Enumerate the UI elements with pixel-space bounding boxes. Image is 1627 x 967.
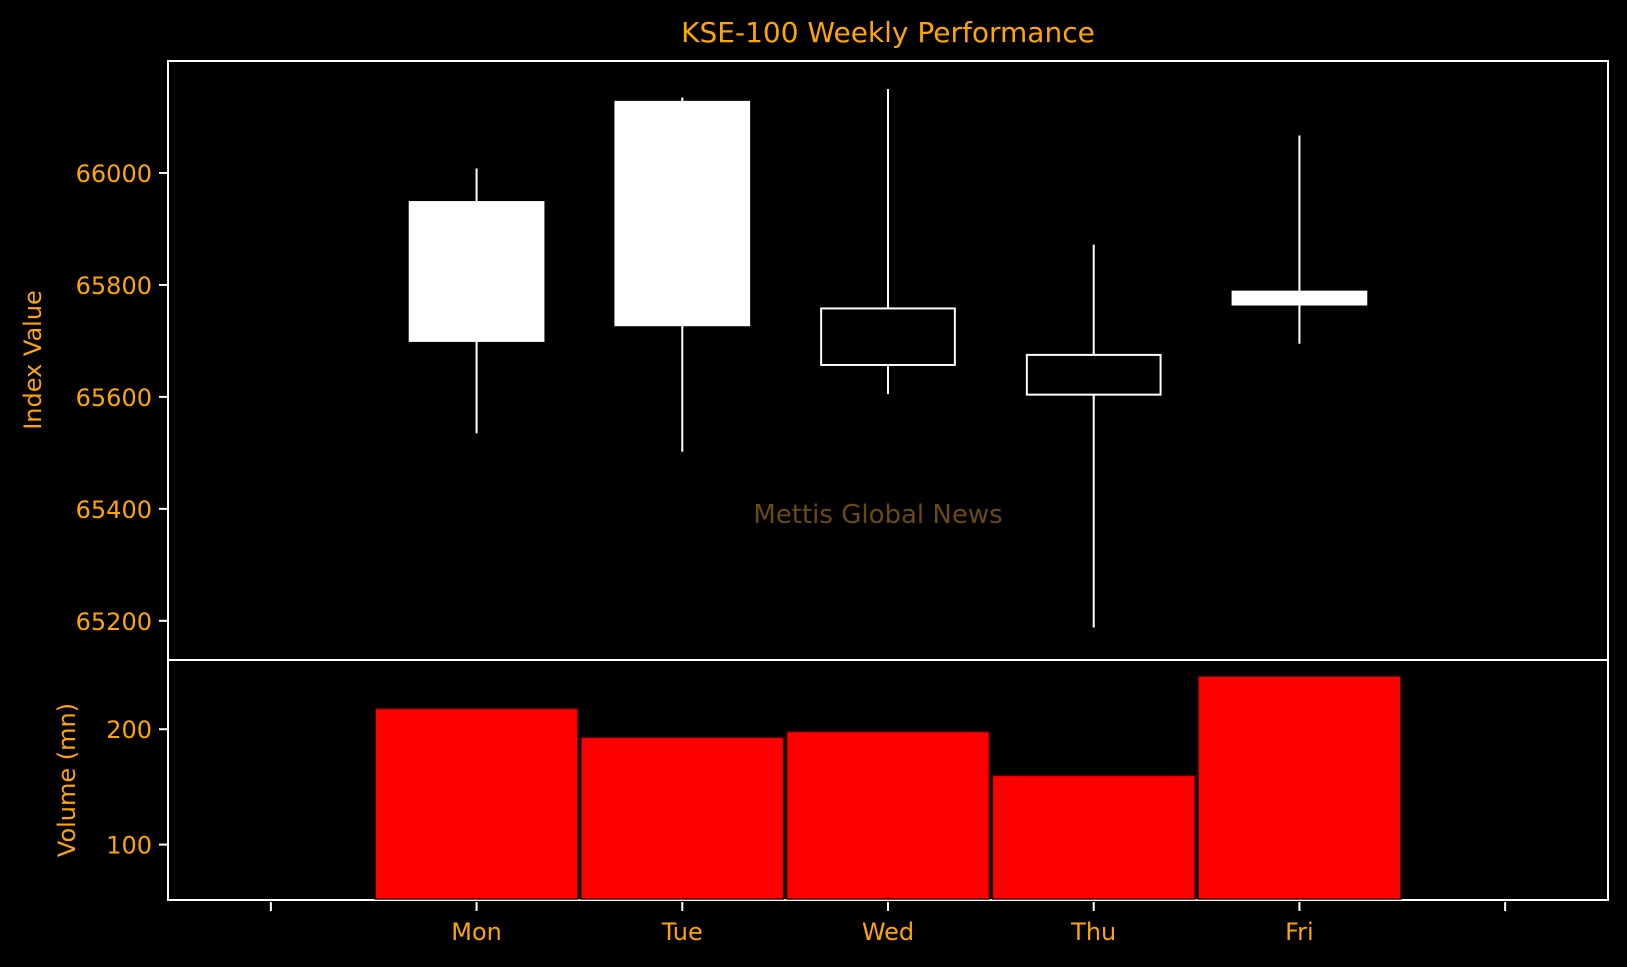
volume-panel: 100 200 Volume (mn) bbox=[53, 659, 1609, 901]
volume-bar bbox=[374, 707, 579, 900]
volume-y-tick-label: 200 bbox=[106, 716, 152, 744]
chart-title: KSE-100 Weekly Performance bbox=[681, 16, 1095, 49]
price-y-tick-label: 65800 bbox=[76, 272, 152, 300]
candle-body bbox=[408, 201, 545, 342]
price-y-ticks: 65200 65400 65600 65800 66000 bbox=[76, 160, 168, 636]
x-tick-label: Wed bbox=[862, 918, 914, 946]
candle bbox=[614, 97, 751, 452]
x-tick-label: Tue bbox=[661, 918, 703, 946]
volume-y-ticks: 100 200 bbox=[106, 716, 168, 860]
price-panel: Mettis Global News 652006540065600658006… bbox=[19, 60, 1609, 661]
volume-y-tick-label: 100 bbox=[106, 832, 152, 860]
price-y-tick-label: 65400 bbox=[76, 496, 152, 524]
watermark: Mettis Global News bbox=[753, 500, 1002, 530]
x-tick-label: Mon bbox=[451, 918, 502, 946]
price-y-tick-label: 66000 bbox=[76, 160, 152, 188]
candle-body bbox=[1231, 290, 1368, 306]
price-y-axis-label: Index Value bbox=[19, 290, 47, 430]
volume-bar bbox=[991, 774, 1196, 900]
volume-bar bbox=[785, 730, 991, 900]
price-y-tick-label: 65200 bbox=[76, 608, 152, 636]
volume-bar bbox=[1197, 675, 1402, 900]
volume-bar bbox=[580, 736, 785, 900]
candle bbox=[820, 88, 956, 395]
candle bbox=[1231, 135, 1368, 344]
volume-y-axis-label: Volume (mn) bbox=[53, 703, 81, 857]
x-tick-label: Thu bbox=[1070, 918, 1116, 946]
volume-bars bbox=[374, 675, 1402, 900]
price-y-tick-label: 65600 bbox=[76, 384, 152, 412]
candle bbox=[1025, 244, 1162, 628]
candle bbox=[408, 168, 545, 434]
x-tick-label: Fri bbox=[1285, 918, 1314, 946]
candles bbox=[408, 88, 1368, 628]
candle-body bbox=[820, 307, 956, 366]
x-axis: Mon Tue Wed Thu Fri bbox=[269, 902, 1507, 946]
candle-body bbox=[1025, 353, 1162, 396]
candle-body bbox=[614, 100, 751, 327]
